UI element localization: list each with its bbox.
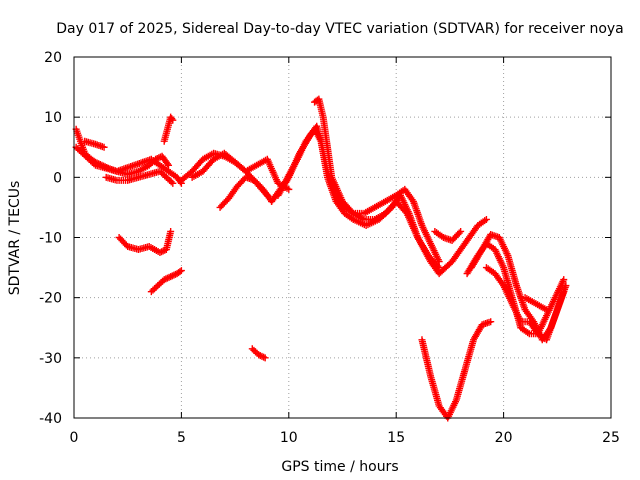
y-tick-label: -30	[39, 351, 62, 367]
x-tick-label: 20	[495, 430, 513, 446]
y-tick-label: 20	[44, 50, 62, 66]
y-tick-label: 10	[44, 110, 62, 126]
y-tick-label: -40	[39, 411, 62, 427]
data-point	[457, 227, 465, 235]
series-track-j	[216, 173, 276, 211]
data-point	[560, 288, 568, 296]
grid	[74, 57, 611, 418]
data-point	[167, 273, 175, 281]
data-point	[176, 268, 184, 276]
data-point	[167, 178, 175, 186]
series-track-n	[311, 95, 443, 272]
series-track-s	[482, 264, 568, 344]
x-tick-label: 25	[602, 430, 620, 446]
series-track-k	[248, 345, 269, 362]
data-point	[169, 116, 177, 124]
chart-title: Day 017 of 2025, Sidereal Day-to-day VTE…	[56, 21, 624, 37]
data-point	[434, 262, 442, 270]
x-tick-label: 10	[280, 430, 298, 446]
data-marks	[72, 95, 570, 422]
data-point	[168, 115, 176, 123]
x-axis-label: GPS time / hours	[281, 459, 398, 475]
data-point	[167, 227, 175, 235]
series-track-e	[115, 227, 175, 257]
series-track-o	[418, 318, 495, 422]
data-point	[162, 275, 170, 283]
data-point	[261, 354, 269, 362]
data-point	[260, 353, 268, 361]
data-point	[562, 282, 570, 290]
data-point	[165, 273, 173, 281]
data-point	[159, 247, 167, 255]
data-point	[285, 185, 293, 193]
series-track-t	[521, 294, 551, 314]
series-track-d	[81, 137, 108, 151]
data-point	[560, 276, 568, 284]
data-point	[258, 352, 266, 360]
data-point	[163, 160, 171, 168]
y-axis-label: SDTVAR / TECUs	[7, 181, 23, 296]
series-track-r	[431, 227, 465, 245]
data-point	[160, 276, 168, 284]
data-point	[455, 229, 463, 237]
data-point	[255, 351, 263, 359]
data-point	[487, 318, 495, 326]
data-point	[163, 274, 171, 282]
data-point	[169, 179, 177, 187]
series-track-c	[102, 167, 177, 187]
data-point	[543, 306, 551, 314]
data-point	[482, 215, 490, 223]
ticks: 0 5 10 15 20 25 -40 -30 -20 -10 0 10 20	[39, 50, 620, 446]
data-point	[158, 248, 166, 256]
series-track-m	[274, 122, 443, 266]
x-tick-label: 15	[387, 430, 405, 446]
series-track-i	[188, 149, 293, 193]
data-point	[170, 271, 178, 279]
data-point	[435, 264, 443, 272]
y-tick-label: -20	[39, 291, 62, 307]
data-point	[153, 155, 161, 163]
series-track-f	[147, 267, 185, 296]
data-point	[152, 155, 160, 163]
y-tick-label: -10	[39, 231, 62, 247]
data-point	[100, 143, 108, 151]
series-track-q	[467, 230, 570, 344]
data-point	[256, 352, 264, 360]
x-tick-label: 0	[70, 430, 79, 446]
data-point	[177, 267, 185, 275]
x-tick-label: 5	[177, 430, 186, 446]
series-track-b	[72, 143, 173, 178]
series-track-g	[160, 113, 177, 145]
data-point	[156, 249, 164, 257]
data-point	[168, 272, 176, 280]
y-tick-label: 0	[53, 170, 62, 186]
data-point	[165, 161, 173, 169]
